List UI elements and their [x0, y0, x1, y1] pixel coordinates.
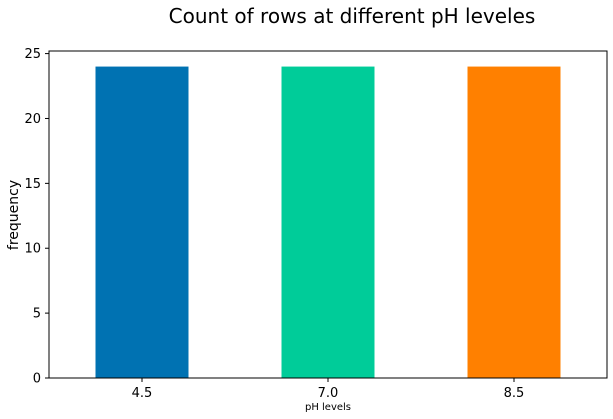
x-tick-label: 4.5: [132, 386, 153, 401]
y-tick-label: 25: [24, 47, 41, 62]
bars-layer: [95, 66, 561, 378]
bar-7-0: [281, 66, 375, 378]
y-tick-label: 10: [24, 242, 41, 257]
x-axis: 4.5 7.0 8.5: [132, 378, 525, 401]
bar-4-5: [95, 66, 189, 378]
y-tick-label: 15: [24, 177, 41, 192]
chart-title: Count of rows at different pH leveles: [169, 4, 536, 28]
bar-8-5: [467, 66, 561, 378]
y-tick-label: 0: [33, 372, 41, 387]
y-axis: 0 5 10 15 20 25: [24, 47, 49, 387]
y-tick-label: 5: [33, 307, 41, 322]
x-axis-label: pH levels: [305, 402, 351, 413]
y-tick-label: 20: [24, 112, 41, 127]
x-tick-label: 7.0: [318, 386, 339, 401]
y-axis-label: frequency: [6, 180, 22, 250]
x-tick-label: 8.5: [504, 386, 525, 401]
